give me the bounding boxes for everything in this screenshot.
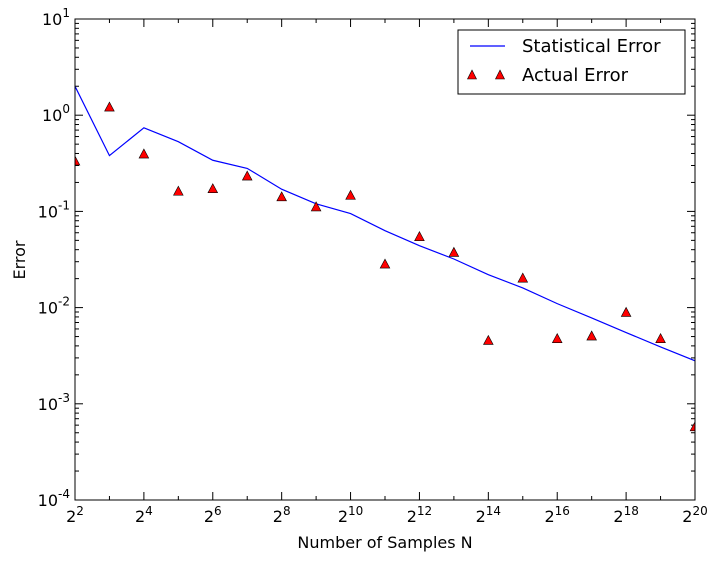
actual-error-point xyxy=(207,183,219,194)
y-tick-label: 10-1 xyxy=(38,198,70,221)
x-tick-label: 26 xyxy=(204,504,222,526)
tick-marks xyxy=(74,18,696,501)
actual-error-point xyxy=(483,334,494,345)
series-layer xyxy=(75,85,695,432)
y-axis-label: Error xyxy=(10,240,29,279)
y-tick-label: 10-4 xyxy=(38,487,70,510)
y-tick-label: 101 xyxy=(42,6,70,29)
x-axis-label: Number of Samples N xyxy=(297,533,472,552)
actual-error-point xyxy=(655,333,666,343)
actual-error-point xyxy=(379,258,391,269)
legend-box xyxy=(457,29,686,95)
legend-marker-swatch xyxy=(467,69,477,80)
actual-error-point xyxy=(414,231,425,241)
x-tick-label: 22 xyxy=(66,504,84,526)
actual-error-point xyxy=(310,201,322,212)
y-tick-label: 10-2 xyxy=(38,295,70,318)
actual-error-point xyxy=(345,189,356,200)
x-tick-label: 212 xyxy=(407,504,432,526)
y-tick-label: 10-3 xyxy=(38,391,70,414)
x-tick-label: 216 xyxy=(544,504,569,526)
actual-error-point xyxy=(586,330,597,341)
actual-error-point xyxy=(448,246,460,257)
x-tick-labels: 22 24 26 28 210 212 214 216 218 220 xyxy=(66,504,708,526)
series-line-statistical-error xyxy=(75,85,695,362)
actual-error-point xyxy=(620,306,632,317)
actual-error-point xyxy=(75,155,81,166)
legend-marker-swatch-2 xyxy=(495,69,505,80)
actual-error-point xyxy=(517,272,529,283)
x-tick-label: 218 xyxy=(613,504,638,526)
x-tick-label: 210 xyxy=(338,504,363,526)
actual-error-point xyxy=(104,101,115,112)
plot-frame xyxy=(74,18,696,501)
actual-error-point xyxy=(241,170,253,181)
x-tick-label: 214 xyxy=(476,504,501,526)
actual-error-point xyxy=(173,185,184,196)
actual-error-point xyxy=(551,333,563,343)
y-tick-label: 100 xyxy=(42,102,70,125)
x-tick-label: 220 xyxy=(682,504,707,526)
legend-label-actual-error: Actual Error xyxy=(522,65,629,86)
x-tick-label: 24 xyxy=(135,504,153,526)
x-tick-label: 28 xyxy=(273,504,291,526)
actual-error-point xyxy=(276,191,287,202)
legend-label-statistical-error: Statistical Error xyxy=(522,36,661,57)
y-tick-labels: 101 100 10-1 10-2 10-3 10-4 xyxy=(38,6,70,510)
actual-error-point xyxy=(138,148,150,159)
legend: Statistical Error Actual Error xyxy=(457,29,686,95)
actual-error-point xyxy=(689,421,695,432)
